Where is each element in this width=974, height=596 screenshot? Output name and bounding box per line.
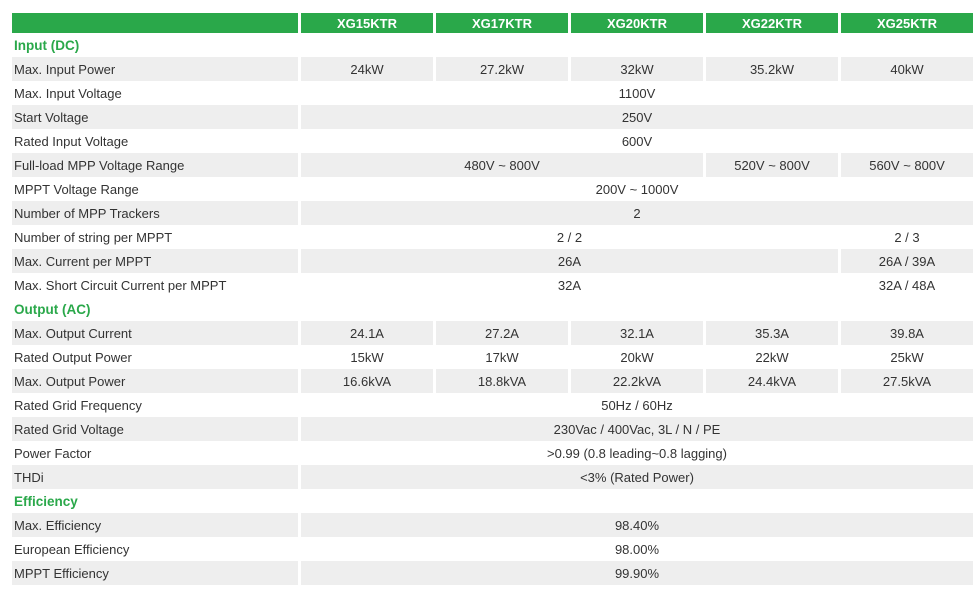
table-row: Number of string per MPPT 2 / 2 2 / 3: [12, 225, 973, 249]
table-row: MPPT Voltage Range 200V ~ 1000V: [12, 177, 973, 201]
section-heading-row: Output (AC): [12, 297, 973, 321]
table-row: Rated Input Voltage 600V: [12, 129, 973, 153]
table-row: Number of MPP Trackers 2: [12, 201, 973, 225]
cell-value: 2: [301, 201, 973, 225]
row-label: Number of string per MPPT: [12, 225, 298, 249]
section-title-efficiency: Efficiency: [14, 493, 78, 509]
table-row: Full-load MPP Voltage Range 480V ~ 800V …: [12, 153, 973, 177]
row-label: Rated Grid Frequency: [12, 393, 298, 417]
cell-value: 230Vac / 400Vac, 3L / N / PE: [301, 417, 973, 441]
cell-value: 1100V: [301, 81, 973, 105]
cell-value: 27.2A: [436, 321, 568, 345]
model-header: XG17KTR: [436, 13, 568, 33]
cell-value: 15kW: [301, 345, 433, 369]
row-label: Number of MPP Trackers: [12, 201, 298, 225]
header-row: XG15KTR XG17KTR XG20KTR XG22KTR XG25KTR: [12, 13, 973, 33]
cell-value: 25kW: [841, 345, 973, 369]
table-row: Max. Input Power 24kW 27.2kW 32kW 35.2kW…: [12, 57, 973, 81]
cell-value: <3% (Rated Power): [301, 465, 973, 489]
cell-value: 98.40%: [301, 513, 973, 537]
table-row: Rated Grid Voltage 230Vac / 400Vac, 3L /…: [12, 417, 973, 441]
cell-value: 560V ~ 800V: [841, 153, 973, 177]
cell-value: 26A: [301, 249, 838, 273]
row-label: Max. Current per MPPT: [12, 249, 298, 273]
row-label: Max. Input Power: [12, 57, 298, 81]
table-row: European Efficiency 98.00%: [12, 537, 973, 561]
cell-value: 50Hz / 60Hz: [301, 393, 973, 417]
row-label: Max. Short Circuit Current per MPPT: [12, 273, 298, 297]
cell-value: 24kW: [301, 57, 433, 81]
table-row: Start Voltage 250V: [12, 105, 973, 129]
table-row: Max. Efficiency 98.40%: [12, 513, 973, 537]
cell-value: >0.99 (0.8 leading~0.8 lagging): [301, 441, 973, 465]
cell-value: 99.90%: [301, 561, 973, 585]
cell-value: 40kW: [841, 57, 973, 81]
cell-value: 39.8A: [841, 321, 973, 345]
cell-value: 2 / 2: [301, 225, 838, 249]
cell-value: 98.00%: [301, 537, 973, 561]
model-header: XG20KTR: [571, 13, 703, 33]
table-row: Max. Output Current 24.1A 27.2A 32.1A 35…: [12, 321, 973, 345]
row-label: Max. Output Power: [12, 369, 298, 393]
cell-value: 480V ~ 800V: [301, 153, 703, 177]
cell-value: 24.4kVA: [706, 369, 838, 393]
row-label: THDi: [12, 465, 298, 489]
header-blank-cell: [12, 13, 298, 33]
cell-value: 32.1A: [571, 321, 703, 345]
row-label: Power Factor: [12, 441, 298, 465]
table-row: Max. Output Power 16.6kVA 18.8kVA 22.2kV…: [12, 369, 973, 393]
table-row: Max. Short Circuit Current per MPPT 32A …: [12, 273, 973, 297]
cell-value: 520V ~ 800V: [706, 153, 838, 177]
row-label: MPPT Efficiency: [12, 561, 298, 585]
cell-value: 20kW: [571, 345, 703, 369]
cell-value: 2 / 3: [841, 225, 973, 249]
table-row: MPPT Efficiency 99.90%: [12, 561, 973, 585]
model-header: XG25KTR: [841, 13, 973, 33]
row-label: Rated Output Power: [12, 345, 298, 369]
cell-value: 26A / 39A: [841, 249, 973, 273]
row-label: European Efficiency: [12, 537, 298, 561]
cell-value: 24.1A: [301, 321, 433, 345]
cell-value: 22.2kVA: [571, 369, 703, 393]
section-heading-row: Efficiency: [12, 489, 973, 513]
cell-value: 35.2kW: [706, 57, 838, 81]
row-label: Rated Input Voltage: [12, 129, 298, 153]
row-label: Max. Output Current: [12, 321, 298, 345]
spec-table: XG15KTR XG17KTR XG20KTR XG22KTR XG25KTR …: [9, 13, 974, 585]
section-title-output: Output (AC): [14, 301, 91, 317]
cell-value: 18.8kVA: [436, 369, 568, 393]
model-header: XG15KTR: [301, 13, 433, 33]
table-row: Rated Output Power 15kW 17kW 20kW 22kW 2…: [12, 345, 973, 369]
table-row: Max. Input Voltage 1100V: [12, 81, 973, 105]
cell-value: 600V: [301, 129, 973, 153]
row-label: Rated Grid Voltage: [12, 417, 298, 441]
cell-value: 250V: [301, 105, 973, 129]
table-row: THDi <3% (Rated Power): [12, 465, 973, 489]
row-label: Start Voltage: [12, 105, 298, 129]
row-label: Max. Efficiency: [12, 513, 298, 537]
row-label: MPPT Voltage Range: [12, 177, 298, 201]
cell-value: 32A / 48A: [841, 273, 973, 297]
table-row: Max. Current per MPPT 26A 26A / 39A: [12, 249, 973, 273]
cell-value: 22kW: [706, 345, 838, 369]
cell-value: 32A: [301, 273, 838, 297]
cell-value: 17kW: [436, 345, 568, 369]
row-label: Full-load MPP Voltage Range: [12, 153, 298, 177]
cell-value: 32kW: [571, 57, 703, 81]
cell-value: 200V ~ 1000V: [301, 177, 973, 201]
cell-value: 16.6kVA: [301, 369, 433, 393]
cell-value: 35.3A: [706, 321, 838, 345]
table-row: Power Factor >0.99 (0.8 leading~0.8 lagg…: [12, 441, 973, 465]
section-heading-row: Input (DC): [12, 33, 973, 57]
table-row: Rated Grid Frequency 50Hz / 60Hz: [12, 393, 973, 417]
model-header: XG22KTR: [706, 13, 838, 33]
cell-value: 27.2kW: [436, 57, 568, 81]
cell-value: 27.5kVA: [841, 369, 973, 393]
row-label: Max. Input Voltage: [12, 81, 298, 105]
section-title-input: Input (DC): [14, 37, 80, 53]
